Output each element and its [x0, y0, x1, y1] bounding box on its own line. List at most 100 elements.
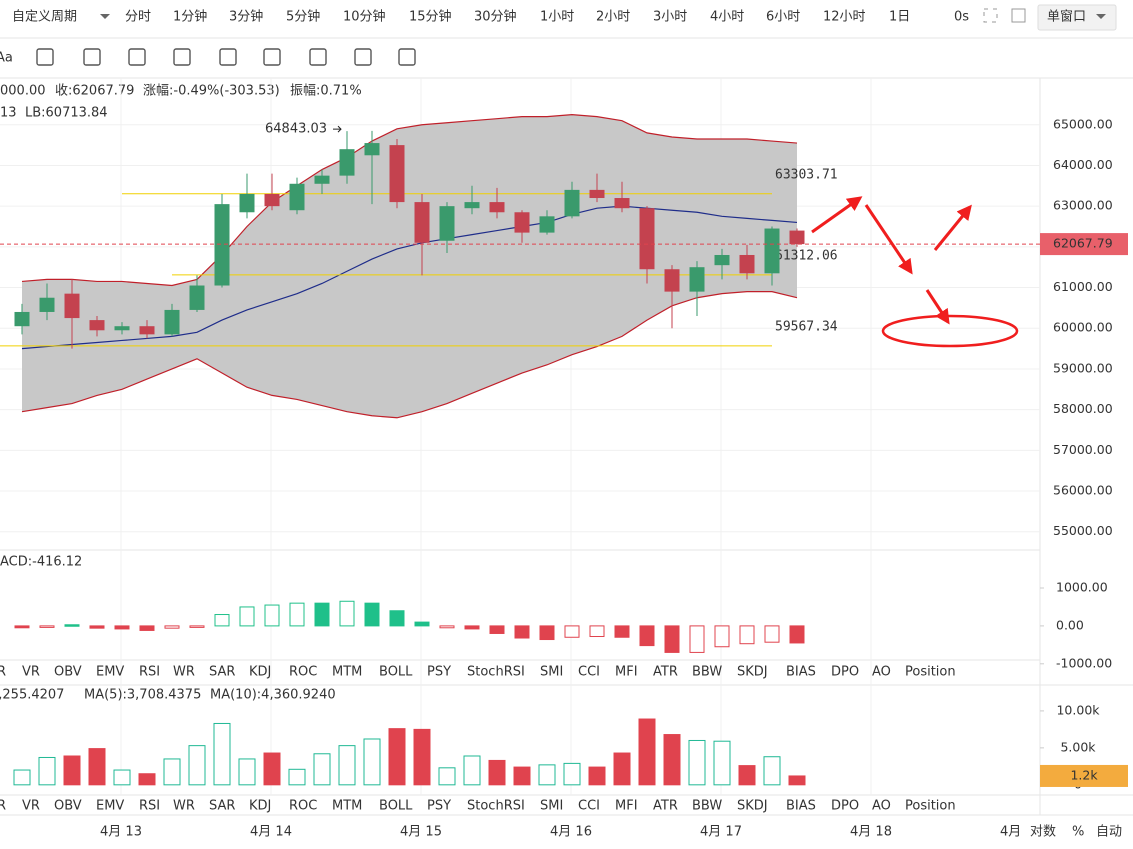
period-tab[interactable]: 3小时 [653, 10, 687, 25]
indicator-tab[interactable]: BIAS [786, 665, 816, 680]
boll-lower [21, 291, 798, 419]
info-text: 000.00 [0, 84, 46, 99]
indicator-tab[interactable]: StochRSI [467, 665, 525, 680]
indicator-tab[interactable]: Position [905, 665, 956, 680]
draw-tool-icon[interactable] [219, 48, 237, 66]
x-tick-label: 4月 18 [850, 825, 892, 840]
footer-control[interactable]: 自动 [1096, 825, 1122, 840]
volume-bar [113, 769, 131, 786]
indicator-tab[interactable]: DPO [831, 799, 859, 814]
indicator-tab[interactable]: KDJ [249, 665, 271, 680]
indicator-tab[interactable]: Position [905, 799, 956, 814]
indicator-tab[interactable]: SMI [540, 799, 563, 814]
volume-bar [588, 766, 606, 786]
draw-tool-icon[interactable] [36, 48, 54, 66]
draw-tool-icon[interactable] [398, 48, 416, 66]
indicator-tab[interactable]: BBW [692, 665, 722, 680]
indicator-tab[interactable]: ROC [289, 799, 317, 814]
footer-control[interactable]: % [1072, 825, 1084, 840]
indicator-tab[interactable]: AO [872, 665, 891, 680]
window-button[interactable] [1037, 4, 1117, 31]
indicator-tab[interactable]: CCI [578, 799, 600, 814]
indicator-tab[interactable]: OBV [54, 665, 82, 680]
period-tab[interactable]: 4小时 [710, 10, 744, 25]
indicator-tab[interactable]: PSY [427, 665, 451, 680]
period-tab[interactable]: 2小时 [596, 10, 630, 25]
indicator-tab[interactable]: BBW [692, 799, 722, 814]
volume-label: MA(5):3,708.4375 [84, 688, 201, 703]
indicator-tab[interactable]: SAR [209, 799, 235, 814]
indicator-tab[interactable]: MTM [332, 665, 362, 680]
period-tab[interactable]: 分时 [125, 10, 151, 25]
draw-tool-icon[interactable] [263, 48, 281, 66]
indicator-tab[interactable]: RSI [139, 665, 160, 680]
drawn-arrow [811, 196, 863, 234]
draw-tool-icon[interactable] [83, 48, 101, 66]
period-tab[interactable]: 3分钟 [229, 9, 263, 25]
indicator-tab[interactable]: R [0, 799, 6, 814]
volume-bar [638, 718, 656, 786]
y-tick-label: 64000.00 [1053, 157, 1113, 172]
candle-body [239, 193, 255, 213]
indicator-tab[interactable]: ATR [653, 799, 678, 814]
period-tab[interactable]: 5分钟 [286, 9, 320, 25]
draw-tool-icon[interactable] [128, 48, 146, 66]
indicator-tab[interactable]: CCI [578, 665, 600, 680]
period-tab[interactable]: 1日 [889, 10, 910, 25]
candle-body [439, 206, 455, 241]
indicator-tab[interactable]: VR [22, 665, 40, 680]
candle-body [589, 189, 605, 199]
font-tool[interactable]: Aa [0, 51, 13, 66]
period-tab[interactable]: 1分钟 [173, 9, 207, 25]
indicator-tab[interactable]: BOLL [379, 799, 413, 814]
indicator-tab[interactable]: EMV [96, 665, 124, 680]
volume-bar [363, 738, 381, 786]
indicator-tab[interactable]: MFI [615, 665, 638, 680]
indicator-tab[interactable]: DPO [831, 665, 859, 680]
indicator-tab[interactable]: SMI [540, 665, 563, 680]
candle-body [614, 198, 630, 209]
indicator-tab[interactable]: VR [22, 799, 40, 814]
period-tab[interactable]: 12小时 [823, 10, 866, 25]
indicator-tab[interactable]: OBV [54, 799, 82, 814]
indicator-tab[interactable]: StochRSI [467, 799, 525, 814]
period-tab[interactable]: 6小时 [766, 10, 800, 25]
period-tab[interactable]: 10分钟 [343, 9, 386, 25]
period-tab[interactable]: 30分钟 [474, 9, 517, 25]
volume-bar [538, 764, 556, 786]
indicator-tab[interactable]: AO [872, 799, 891, 814]
indicator-tab[interactable]: ROC [289, 665, 317, 680]
draw-tool-icon[interactable] [354, 48, 372, 66]
indicator-tab[interactable]: MTM [332, 799, 362, 814]
drawn-arrow [864, 204, 913, 275]
band-fill [22, 114, 797, 418]
indicator-tab[interactable]: WR [173, 799, 195, 814]
custom-period[interactable]: 自定义周期 [12, 10, 77, 25]
indicator-tab[interactable]: EMV [96, 799, 124, 814]
indicator-tab[interactable]: BOLL [379, 665, 413, 680]
indicator-tab[interactable]: RSI [139, 799, 160, 814]
indicator-tab[interactable]: SAR [209, 665, 235, 680]
footer-control[interactable]: 4月 [1000, 825, 1021, 840]
indicator-tab[interactable]: PSY [427, 799, 451, 814]
indicator-tab[interactable]: KDJ [249, 799, 271, 814]
indicator-tab[interactable]: BIAS [786, 799, 816, 814]
volume-bar [88, 748, 106, 786]
footer-control[interactable]: 对数 [1030, 825, 1056, 840]
fullscreen-icon[interactable] [983, 8, 998, 23]
volume-bar [438, 767, 456, 786]
period-tab[interactable]: 1小时 [540, 10, 574, 25]
period-tab[interactable]: 15分钟 [409, 9, 452, 25]
indicator-tab[interactable]: MFI [615, 799, 638, 814]
candle-body [14, 311, 30, 327]
indicator-tab[interactable]: ATR [653, 665, 678, 680]
indicator-tab[interactable]: R [0, 665, 6, 680]
indicator-tab[interactable]: WR [173, 665, 195, 680]
indicator-tab[interactable]: SKDJ [737, 799, 768, 814]
popout-icon[interactable] [1011, 8, 1026, 23]
macd-bar [614, 625, 630, 638]
draw-tool-icon[interactable] [173, 48, 191, 66]
indicator-tab[interactable]: SKDJ [737, 665, 768, 680]
draw-tool-icon[interactable] [309, 48, 327, 66]
